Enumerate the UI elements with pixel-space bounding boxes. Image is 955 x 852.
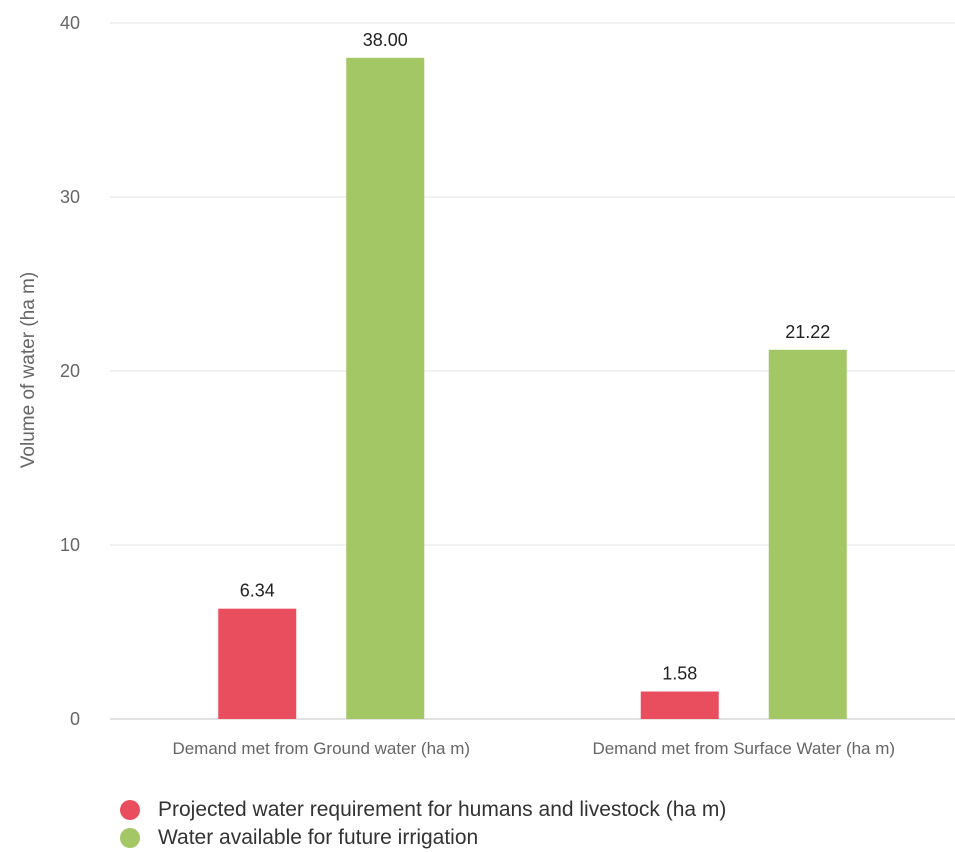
y-tick-label-0: 0 — [70, 709, 80, 729]
y-tick-label-30: 30 — [60, 187, 80, 207]
bar-series1-cat1[interactable] — [768, 349, 847, 719]
bars — [218, 57, 847, 720]
data-label-series1-cat0: 38.00 — [363, 30, 408, 50]
bar-chart-plot: 0 10 20 30 40 Volume of water (ha m) 6.34 38.… — [18, 13, 955, 758]
y-tick-label-20: 20 — [60, 361, 80, 381]
y-axis-ticks: 0 10 20 30 40 — [60, 13, 80, 729]
legend-item-humans-livestock[interactable]: Projected water requirement for humans a… — [120, 796, 726, 824]
x-category-label-0: Demand met from Ground water (ha m) — [172, 739, 470, 758]
x-axis-categories: Demand met from Ground water (ha m) Deman… — [172, 739, 895, 758]
data-label-series1-cat1: 21.22 — [785, 322, 830, 342]
bar-series0-cat1[interactable] — [640, 691, 719, 719]
legend-swatch-green-circle-icon — [120, 828, 140, 848]
legend-label-irrigation: Water available for future irrigation — [158, 826, 479, 849]
legend-label-humans-livestock: Projected water requirement for humans a… — [158, 798, 727, 821]
y-tick-label-10: 10 — [60, 535, 80, 555]
bar-series0-cat0[interactable] — [218, 608, 297, 719]
x-category-label-1: Demand met from Surface Water (ha m) — [592, 739, 895, 758]
data-labels: 6.34 38.00 1.58 21.22 — [240, 30, 831, 684]
data-label-series0-cat1: 1.58 — [662, 664, 697, 684]
y-tick-label-40: 40 — [60, 13, 80, 33]
bar-series1-cat0[interactable] — [346, 57, 425, 720]
legend: Projected water requirement for humans a… — [120, 796, 726, 852]
data-label-series0-cat0: 6.34 — [240, 581, 275, 601]
legend-item-irrigation[interactable]: Water available for future irrigation — [120, 824, 726, 852]
y-axis-title: Volume of water (ha m) — [18, 272, 39, 468]
legend-swatch-red-circle-icon — [120, 800, 140, 820]
